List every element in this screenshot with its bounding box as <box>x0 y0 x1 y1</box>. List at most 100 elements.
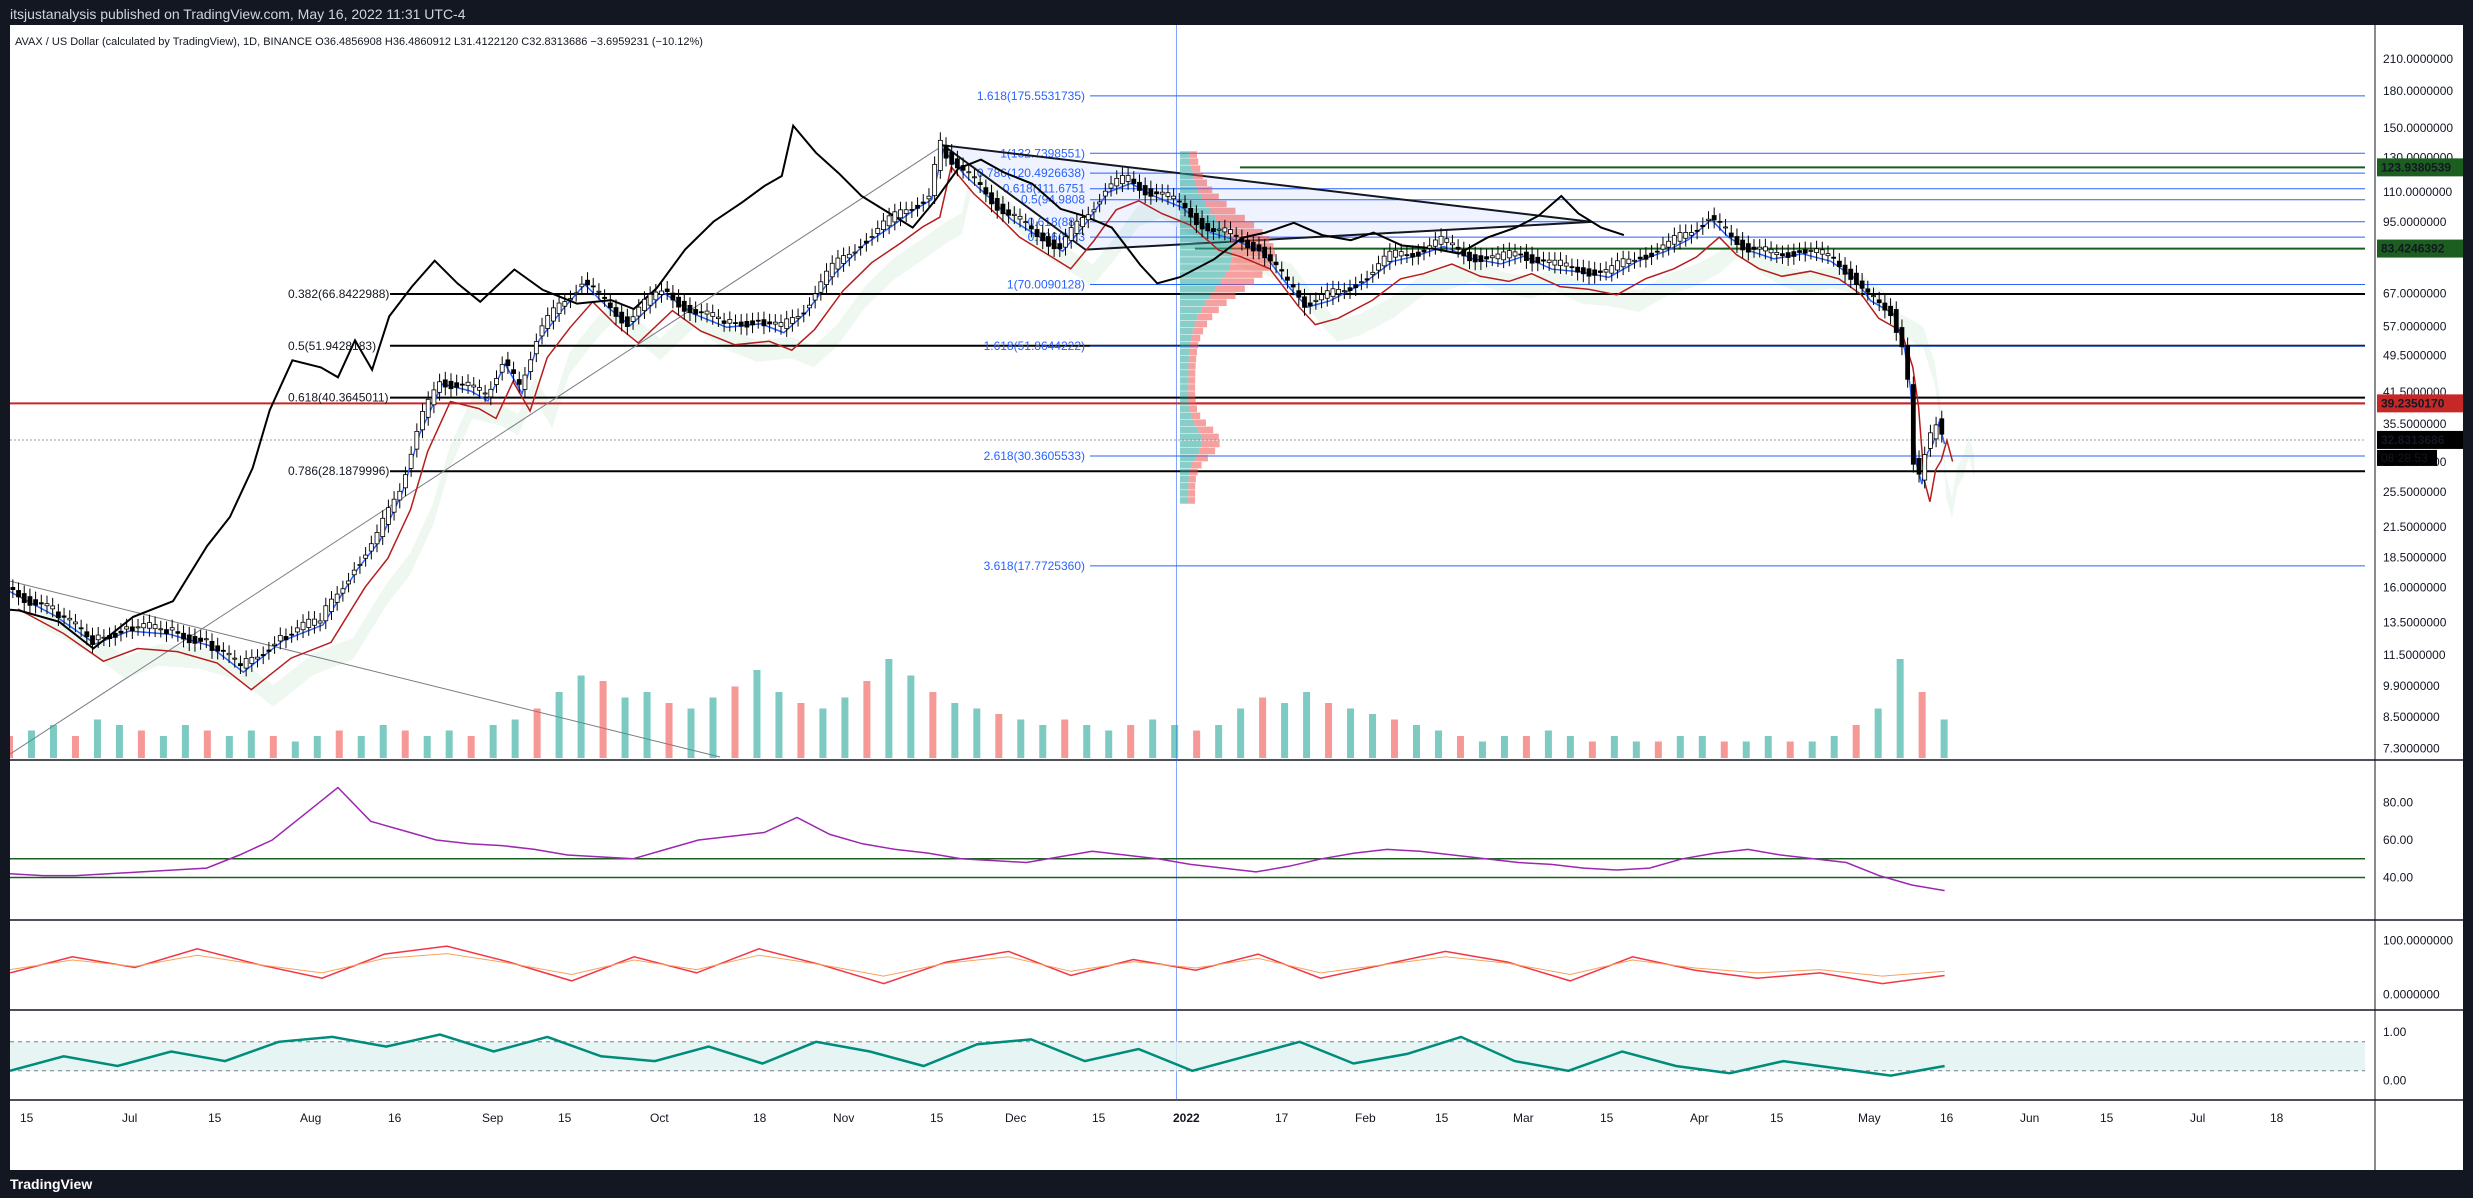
indicator-panes <box>10 786 2365 1077</box>
volume-bar <box>159 736 167 758</box>
candle-body <box>1626 258 1632 264</box>
candle-body <box>1876 299 1882 304</box>
candle-body <box>363 554 369 559</box>
volume-bar <box>225 736 233 758</box>
candle-body <box>1899 327 1905 348</box>
candle-body <box>852 251 858 254</box>
candle-body <box>1910 384 1916 465</box>
candle-body <box>693 309 699 315</box>
candle-body <box>340 588 346 594</box>
volume-bar <box>269 736 277 758</box>
volume-bar <box>1017 719 1025 758</box>
cloud-area <box>40 162 1975 707</box>
volume-profile-bar-up <box>1180 405 1190 412</box>
chart-frame[interactable]: AVAX / US Dollar (calculated by TradingV… <box>10 25 2463 1170</box>
volume-bar <box>1039 725 1047 758</box>
candle-body <box>630 316 636 322</box>
candle-body <box>869 236 875 239</box>
candle-body <box>1068 227 1074 241</box>
candle-body <box>1603 269 1609 273</box>
volume-profile-bar-up <box>1180 250 1233 257</box>
volume-bar <box>1412 725 1420 758</box>
fib-trend-line <box>10 144 944 755</box>
candle-body <box>954 158 960 169</box>
volume-bar <box>1698 736 1706 758</box>
candle-body <box>1751 246 1757 250</box>
volume-profile-bar-down <box>1189 151 1197 158</box>
candle-body <box>1882 302 1888 311</box>
candle-body <box>1176 200 1182 203</box>
candle-body <box>50 605 56 610</box>
fib-right-label: 0.5(94.9808 <box>1021 193 1085 207</box>
candle-body <box>1529 254 1535 264</box>
volume-profile-bar-down <box>1191 461 1202 469</box>
candle-body <box>1279 269 1285 272</box>
candle-body <box>1518 253 1524 256</box>
candle-body <box>539 325 545 337</box>
candle-body <box>459 383 465 386</box>
volume-profile-bar-up <box>1180 341 1191 349</box>
price-axis-label: 11.5000000 <box>2383 648 2446 662</box>
rsi-axis-label: 40.00 <box>2383 871 2413 885</box>
candle-body <box>1745 243 1751 253</box>
volume-profile-bar-down <box>1199 447 1216 455</box>
price-chart[interactable]: AVAX / US Dollar (calculated by TradingV… <box>10 25 2463 1170</box>
volume-bar <box>1852 725 1860 758</box>
volume-bar <box>1610 736 1618 758</box>
time-axis-label: Nov <box>833 1111 854 1125</box>
candle-body <box>1393 249 1398 258</box>
candle-body <box>414 430 420 450</box>
candle-body <box>1182 202 1188 209</box>
candle-body <box>266 649 272 652</box>
volume-profile-bar-up <box>1180 207 1211 215</box>
candle-body <box>209 640 215 651</box>
candle-body <box>932 164 938 197</box>
candle-body <box>329 598 334 612</box>
candle-body <box>1017 216 1023 220</box>
time-axis-label: 2022 <box>1173 1111 1200 1125</box>
candle-body <box>516 379 522 385</box>
candle-body <box>164 629 169 634</box>
candle-body <box>1842 264 1848 275</box>
volume-profile-bar-up <box>1180 306 1202 314</box>
candle-body <box>613 307 619 317</box>
candle-body <box>943 144 949 159</box>
candle-body <box>215 645 221 652</box>
candle-body <box>243 658 249 669</box>
time-axis-label: Jun <box>2020 1111 2039 1125</box>
volume-bar <box>1500 736 1508 758</box>
volume-profile-bar-down <box>1189 468 1198 476</box>
candle-body <box>681 300 687 312</box>
candle-body <box>607 302 613 309</box>
candle-body <box>721 320 727 324</box>
candle-body <box>755 319 761 322</box>
candle-body <box>1734 236 1740 245</box>
candle-body <box>1478 255 1484 263</box>
candle-body <box>283 636 289 641</box>
candle-body <box>926 195 932 200</box>
volume-profile-bar-down <box>1210 207 1236 215</box>
candle-body <box>789 317 795 324</box>
fib-right-label: 1(70.0090128) <box>1007 278 1085 292</box>
volume-profile-bar-down <box>1197 186 1213 194</box>
candle-body <box>1524 251 1529 261</box>
candle-body <box>1188 207 1194 218</box>
volume-bar <box>709 697 717 758</box>
candle-body <box>346 580 351 585</box>
candle-body <box>1159 191 1165 195</box>
volume-bar <box>1588 741 1596 758</box>
candle-body <box>1865 288 1871 293</box>
candle-body <box>624 316 630 327</box>
candle-body <box>192 636 198 644</box>
candle-body <box>448 380 454 390</box>
candle-body <box>135 626 141 629</box>
candle-body <box>903 209 909 215</box>
candle-body <box>795 316 801 319</box>
candle-body <box>169 627 175 631</box>
candle-body <box>676 296 681 308</box>
volume-profile-bar-up <box>1180 179 1195 187</box>
volume-profile-bar-up <box>1180 475 1189 483</box>
volume-profile-bar-down <box>1201 193 1219 201</box>
volume-profile-bar-down <box>1190 341 1199 349</box>
candle-body <box>1586 268 1592 277</box>
